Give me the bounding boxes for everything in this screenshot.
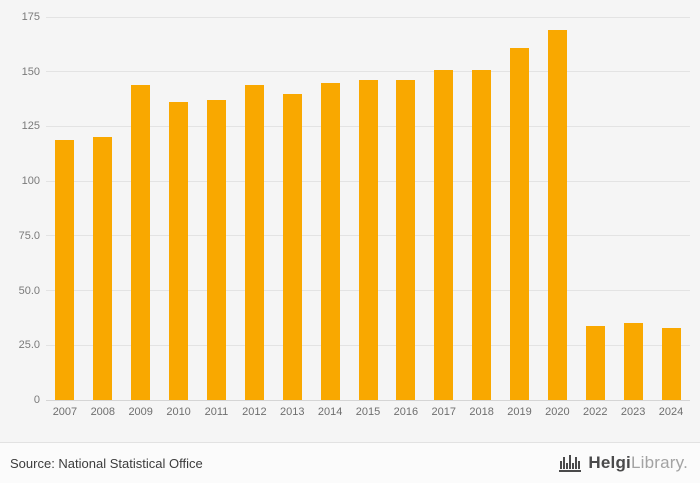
gridline <box>46 71 690 73</box>
x-axis-label: 2011 <box>204 406 229 418</box>
source-text: Source: National Statistical Office <box>10 455 203 471</box>
x-axis-label: 2007 <box>52 406 78 418</box>
bar[interactable] <box>206 100 226 400</box>
y-axis-label: 125 <box>21 120 40 133</box>
bar[interactable] <box>510 47 530 400</box>
bar[interactable] <box>585 325 605 400</box>
bar[interactable] <box>434 69 454 400</box>
bar[interactable] <box>358 80 378 400</box>
bar-chart: 0 25.0 50.0 75.0 100 125 150 175 2007 2008 2009 201… <box>19 11 690 418</box>
y-axis-label: 175 <box>21 11 40 23</box>
bar[interactable] <box>396 80 416 400</box>
y-axis-label: 50.0 <box>18 284 40 297</box>
x-axis-label: 2018 <box>469 406 494 418</box>
x-axis-label: 2019 <box>507 406 532 418</box>
y-axis-label: 75.0 <box>18 229 40 242</box>
x-axis-label: 2022 <box>583 406 608 418</box>
helgi-logo-icon <box>559 455 582 472</box>
bar[interactable] <box>661 327 681 400</box>
bar[interactable] <box>131 84 151 400</box>
x-axis-label: 2012 <box>242 406 267 418</box>
x-axis-label: 2017 <box>431 406 456 418</box>
bar[interactable] <box>472 69 492 400</box>
y-axis-label: 100 <box>21 175 40 188</box>
y-axis-label: 0 <box>33 394 40 406</box>
bar[interactable] <box>93 137 113 400</box>
logo-text: HelgiLibrary. <box>588 453 688 473</box>
x-axis-label: 2013 <box>279 406 305 418</box>
logo-text-primary: Helgi <box>588 453 631 472</box>
y-axis-label: 25.0 <box>18 339 40 352</box>
bar[interactable] <box>244 84 264 400</box>
bar[interactable] <box>320 82 340 400</box>
x-axis-label: 2023 <box>620 406 646 418</box>
bar[interactable] <box>623 323 643 400</box>
bar[interactable] <box>169 102 189 400</box>
x-axis-label: 2016 <box>393 406 419 418</box>
x-axis-label: 2008 <box>90 406 116 418</box>
x-axis-label: 2010 <box>166 406 191 418</box>
gridline <box>46 16 690 18</box>
footer-bar: Source: National Statistical Office Helg… <box>0 442 700 483</box>
x-axis-label: 2024 <box>658 406 684 418</box>
y-axis-label: 150 <box>21 65 40 78</box>
helgi-logo[interactable]: HelgiLibrary. <box>559 453 688 473</box>
bar[interactable] <box>282 93 302 400</box>
bar[interactable] <box>547 30 567 400</box>
x-axis-label: 2015 <box>355 406 381 418</box>
x-axis-label: 2020 <box>545 406 570 418</box>
gridline <box>46 399 690 401</box>
bar[interactable] <box>55 139 75 400</box>
x-axis-label: 2009 <box>128 406 153 418</box>
x-axis-label: 2014 <box>317 406 343 418</box>
logo-text-secondary: Library. <box>630 453 688 472</box>
